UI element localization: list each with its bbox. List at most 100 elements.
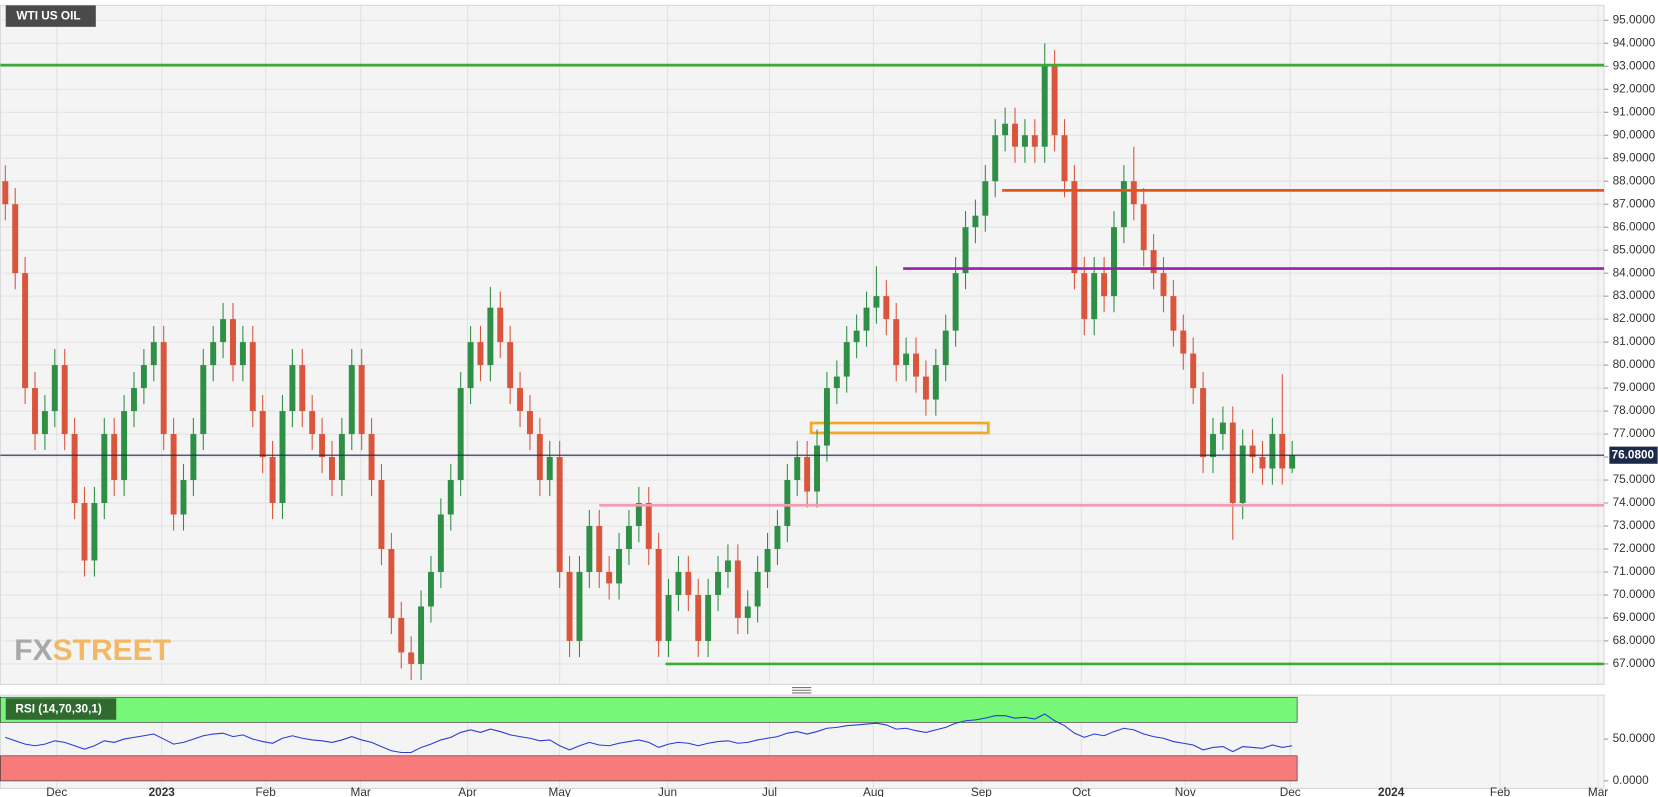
candle-body (1081, 273, 1088, 320)
candle-body (1269, 434, 1276, 469)
candle-body (596, 525, 603, 572)
candle-body (447, 480, 454, 515)
y-tick-label: 95.0000 (1613, 13, 1656, 26)
candle-body (309, 411, 316, 435)
candle-body (556, 457, 563, 572)
title-badge (5, 5, 96, 27)
candle-body (586, 525, 593, 572)
watermark: FX (14, 634, 52, 667)
y-tick-label: 88.0000 (1613, 174, 1656, 187)
candle-body (210, 342, 217, 366)
candle-body (269, 457, 276, 504)
candle-body (160, 342, 167, 435)
candle-body (1130, 181, 1137, 205)
candle-body (685, 571, 692, 595)
candle-body (814, 445, 821, 492)
candle-body (606, 571, 613, 584)
zone (809, 421, 990, 435)
candle-body (101, 434, 108, 504)
candle-body (1249, 445, 1256, 458)
candle-body (922, 376, 929, 400)
candle-body (51, 365, 58, 412)
candle-body (249, 342, 256, 412)
candle-body (833, 376, 840, 389)
candle-body (1190, 353, 1197, 389)
candle-body (546, 457, 553, 481)
candle-body (1041, 66, 1048, 147)
y-tick-label: 82.0000 (1613, 312, 1656, 325)
candle-body (992, 135, 999, 182)
candle-body (1170, 296, 1177, 331)
last-price-box (1609, 446, 1658, 464)
candle-body (893, 319, 900, 366)
x-tick-label: Aug (863, 786, 884, 797)
candle-body (576, 571, 583, 641)
candle-body (121, 411, 128, 481)
candle-body (932, 365, 939, 400)
last-price-label: 76.0800 (1612, 448, 1655, 461)
x-tick-label: Mar (351, 786, 371, 797)
candle-body (675, 571, 682, 595)
y-tick-label: 70.0000 (1613, 588, 1656, 601)
x-tick-label: May (549, 786, 571, 797)
candle-body (526, 411, 533, 435)
candle-body (1061, 135, 1068, 182)
y-tick-label: 89.0000 (1613, 151, 1656, 164)
candle-body (437, 514, 444, 572)
candle-body (2, 181, 9, 205)
y-tick-label: 79.0000 (1613, 381, 1656, 394)
candle-body (200, 365, 207, 435)
candle-body (942, 330, 949, 366)
y-tick-label: 68.0000 (1613, 634, 1656, 647)
candle-body (1239, 445, 1246, 504)
candle-body (695, 594, 702, 641)
candle-body (22, 273, 29, 389)
candle-body (150, 342, 157, 366)
candle-body (338, 434, 345, 481)
candle-body (1002, 123, 1009, 136)
y-tick-label: 78.0000 (1613, 404, 1656, 417)
candle-body (804, 457, 811, 492)
candle-body (843, 342, 850, 377)
candle-body (388, 548, 395, 618)
candle-body (348, 365, 355, 435)
candle-body (1180, 330, 1187, 354)
candle-body (91, 503, 98, 561)
x-tick-label: Dec (46, 786, 67, 797)
candle-body (1210, 434, 1216, 458)
x-tick-label: 2023 (149, 786, 176, 797)
candle-body (477, 342, 484, 366)
y-tick-label: 92.0000 (1613, 82, 1656, 95)
y-tick-label: 84.0000 (1613, 266, 1656, 279)
candle-body (299, 365, 306, 412)
candle-body (784, 480, 791, 526)
x-tick-label: Jun (658, 786, 677, 797)
y-tick-label: 74.0000 (1613, 496, 1656, 509)
y-tick-label: 85.0000 (1613, 243, 1656, 256)
candle-body (823, 388, 830, 446)
y-tick-label: 86.0000 (1613, 220, 1656, 233)
candle-body (764, 548, 771, 572)
candle-body (329, 457, 335, 481)
y-tick-label: 81.0000 (1613, 335, 1656, 348)
candle-body (497, 307, 504, 343)
y-tick-label: 73.0000 (1613, 519, 1656, 532)
candle-body (1259, 457, 1266, 469)
rsi-badge (5, 698, 117, 720)
y-tick-label: 83.0000 (1613, 289, 1656, 302)
candle-body (1111, 227, 1117, 297)
rsi-title: RSI (14,70,30,1) (15, 703, 102, 716)
candle-body (982, 181, 989, 216)
candle-body (1012, 123, 1018, 147)
candle-body (1071, 181, 1078, 274)
y-tick-label: 67.0000 (1613, 657, 1656, 670)
candle-body (794, 457, 801, 481)
x-tick-label: Nov (1175, 786, 1196, 797)
y-tick-label: 50.0000 (1613, 732, 1656, 745)
candle-body (1031, 135, 1038, 147)
candle-body (566, 571, 573, 641)
candle-body (724, 560, 731, 572)
y-tick-label: 93.0000 (1613, 59, 1656, 72)
candle-body (71, 434, 78, 504)
y-tick-label: 72.0000 (1613, 542, 1656, 555)
